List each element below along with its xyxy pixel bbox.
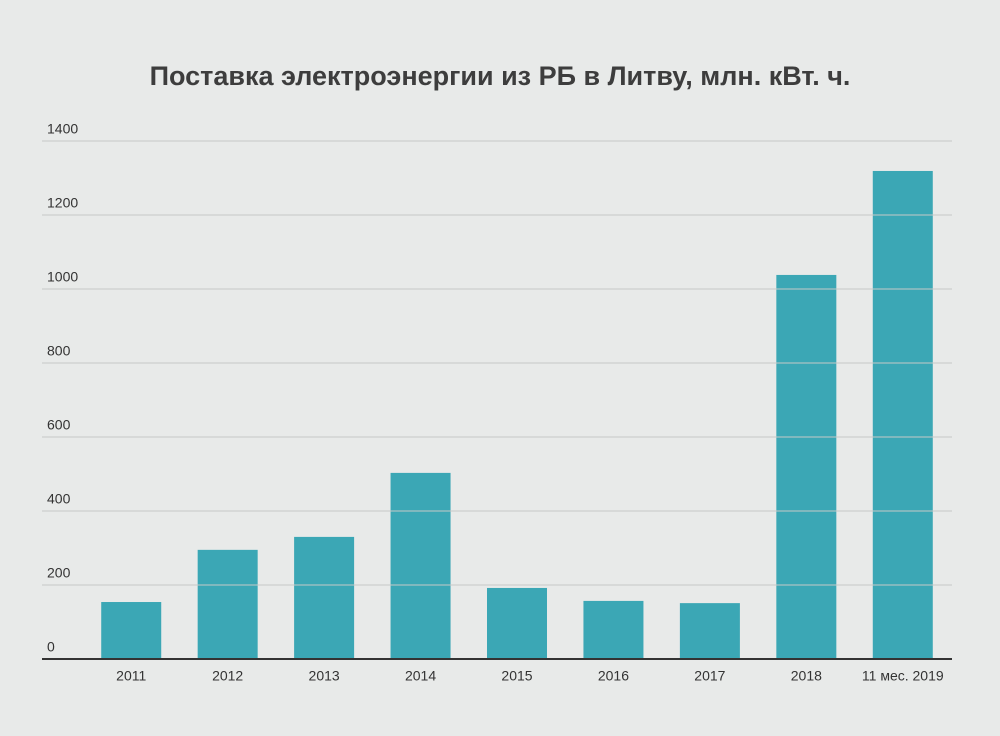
x-tick-label: 2012 bbox=[212, 668, 243, 684]
bar bbox=[197, 549, 258, 659]
x-tick-label: 2016 bbox=[598, 668, 629, 684]
y-tick-label: 0 bbox=[47, 639, 55, 655]
y-tick-label: 600 bbox=[47, 417, 71, 433]
x-tick-label: 11 мес. 2019 bbox=[862, 668, 944, 684]
y-tick-label: 1200 bbox=[47, 195, 78, 211]
chart-title: Поставка электроэнергии из РБ в Литву, м… bbox=[150, 61, 851, 91]
bar bbox=[776, 274, 837, 659]
bar bbox=[487, 587, 547, 659]
bar bbox=[390, 472, 451, 659]
x-tick-label: 2013 bbox=[309, 668, 340, 684]
x-tick-label: 2011 bbox=[116, 668, 146, 684]
x-tick-label: 2018 bbox=[791, 668, 822, 684]
bar bbox=[294, 536, 355, 659]
y-tick-label: 400 bbox=[47, 491, 71, 507]
y-tick-label: 1000 bbox=[47, 269, 78, 285]
y-tick-label: 200 bbox=[47, 565, 71, 581]
x-tick-label: 2017 bbox=[694, 668, 725, 684]
bar bbox=[101, 602, 162, 659]
x-tick-label: 2014 bbox=[405, 668, 436, 684]
y-tick-label: 1400 bbox=[47, 121, 78, 137]
x-tick-label: 2015 bbox=[501, 668, 532, 684]
bar bbox=[583, 600, 644, 659]
bar bbox=[679, 603, 740, 659]
y-tick-label: 800 bbox=[47, 343, 71, 359]
bar bbox=[872, 170, 933, 659]
